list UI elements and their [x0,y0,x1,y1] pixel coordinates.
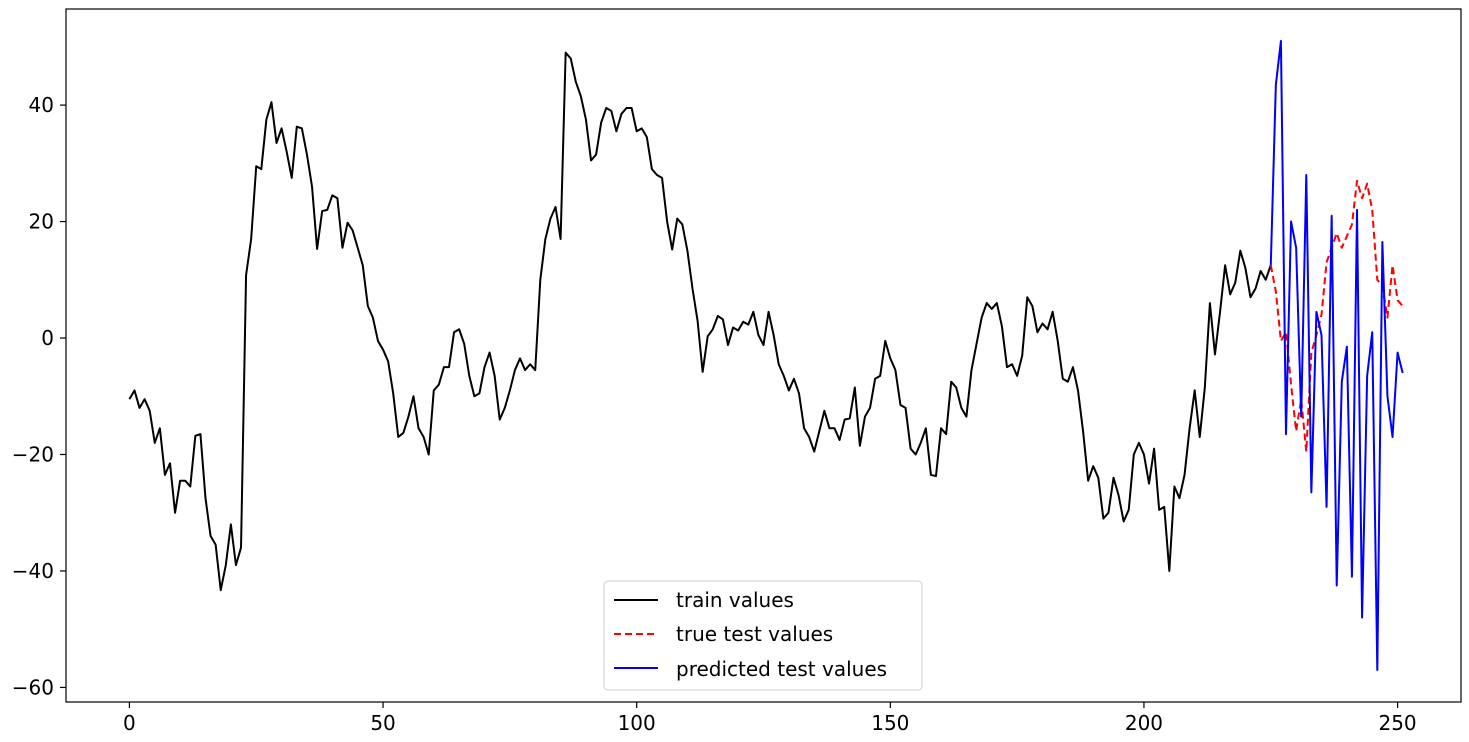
legend-label-true-test: true test values [676,622,833,646]
plot-frame [65,8,1462,703]
legend-label-predicted: predicted test values [676,657,887,681]
y-tick-label: −60 [12,675,54,699]
x-tick-label: 100 [618,711,656,735]
x-tick-label: 0 [123,711,136,735]
y-axis: −60 −40 −20 0 20 40 [12,93,66,699]
x-tick-label: 50 [370,711,395,735]
y-tick-label: −20 [12,443,54,467]
x-tick-label: 250 [1378,711,1416,735]
y-tick-label: 0 [41,326,54,350]
series-layer [128,40,1404,671]
legend: train values true test values predicted … [603,580,923,691]
series-line-true-test [1269,179,1404,453]
series-line-train [128,51,1272,592]
legend-box [603,580,923,691]
x-axis: 0 50 100 150 200 250 [123,702,1417,735]
legend-label-train: train values [676,588,794,612]
x-tick-label: 150 [871,711,909,735]
y-tick-label: 40 [29,93,54,117]
series-line-predicted [1269,40,1404,671]
x-tick-label: 200 [1125,711,1163,735]
y-tick-label: −40 [12,559,54,583]
y-tick-label: 20 [29,210,54,234]
